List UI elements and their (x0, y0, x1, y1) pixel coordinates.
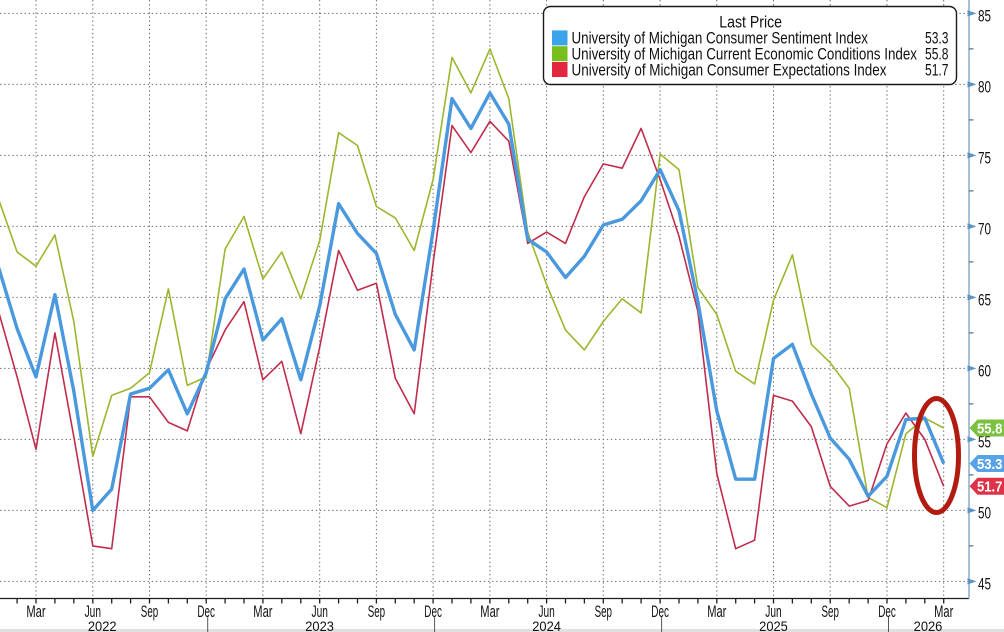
svg-text:65: 65 (978, 290, 991, 309)
svg-text:Last Price: Last Price (719, 13, 782, 32)
svg-text:Sep: Sep (368, 602, 385, 621)
svg-text:Jun: Jun (765, 602, 781, 621)
svg-text:Sep: Sep (141, 602, 158, 621)
svg-text:80: 80 (978, 77, 991, 96)
svg-text:Mar: Mar (253, 602, 272, 621)
svg-text:Sep: Sep (822, 602, 839, 621)
svg-text:2024: 2024 (532, 618, 561, 632)
svg-text:2023: 2023 (305, 618, 334, 632)
svg-text:Jun: Jun (85, 602, 101, 621)
svg-text:2026: 2026 (914, 618, 943, 632)
svg-text:55.8: 55.8 (925, 45, 949, 64)
svg-text:2025: 2025 (759, 618, 788, 632)
svg-text:Dec: Dec (424, 602, 442, 621)
svg-text:55: 55 (978, 432, 991, 451)
svg-text:Mar: Mar (707, 602, 726, 621)
svg-text:Mar: Mar (26, 602, 45, 621)
svg-text:University of Michigan Consume: University of Michigan Consumer Sentimen… (572, 29, 869, 48)
svg-text:University of Michigan Consume: University of Michigan Consumer Expectat… (572, 60, 887, 79)
svg-text:53.3: 53.3 (925, 29, 949, 48)
svg-text:University of Michigan Current: University of Michigan Current Economic … (572, 45, 918, 64)
svg-text:2022: 2022 (88, 618, 117, 632)
svg-text:Dec: Dec (651, 602, 669, 621)
svg-text:51.7: 51.7 (977, 479, 1002, 496)
svg-text:51.7: 51.7 (925, 60, 949, 79)
svg-text:85: 85 (978, 6, 991, 25)
svg-text:Jun: Jun (538, 602, 554, 621)
svg-text:53.3: 53.3 (977, 456, 1002, 473)
svg-text:75: 75 (978, 148, 991, 167)
svg-text:Dec: Dec (197, 602, 215, 621)
svg-text:Jun: Jun (312, 602, 328, 621)
svg-text:70: 70 (978, 219, 991, 238)
svg-text:Sep: Sep (595, 602, 612, 621)
svg-text:Mar: Mar (480, 602, 499, 621)
svg-text:Mar: Mar (934, 602, 953, 621)
svg-text:55.8: 55.8 (977, 420, 1002, 437)
svg-text:Dec: Dec (878, 602, 896, 621)
svg-text:50: 50 (978, 503, 991, 522)
svg-text:45: 45 (978, 574, 991, 593)
svg-text:60: 60 (978, 361, 991, 380)
